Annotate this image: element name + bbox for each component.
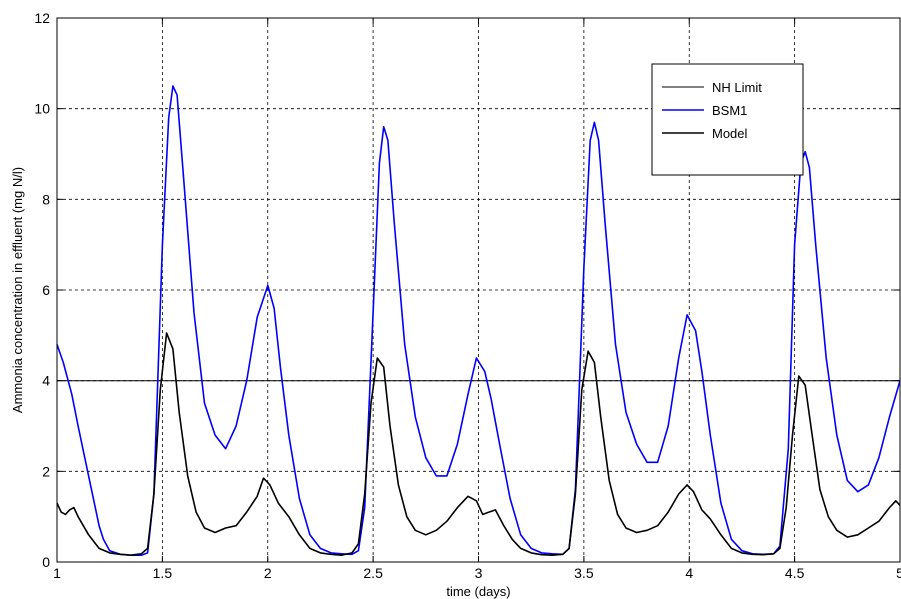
y-tick-label: 8 [42, 191, 50, 207]
legend-label-nh-limit: NH Limit [712, 80, 762, 95]
legend-label-model: Model [712, 126, 748, 141]
x-tick-label: 3 [475, 565, 483, 581]
series-line-model [56, 332, 901, 557]
legend-label-bsm1: BSM1 [712, 103, 747, 118]
x-tick-label: 1.5 [153, 565, 173, 581]
y-tick-label: 6 [42, 282, 50, 298]
y-tick-label: 2 [42, 463, 50, 479]
x-tick-label: 4 [685, 565, 693, 581]
y-tick-label: 4 [42, 373, 50, 389]
y-axis-label: Ammonia concentration in effluent (mg N/… [10, 167, 25, 413]
legend-box [651, 63, 804, 176]
x-tick-label: 2.5 [363, 565, 383, 581]
tick-marks [56, 17, 901, 563]
y-tick-label: 10 [34, 101, 50, 117]
y-tick-label: 0 [42, 554, 50, 570]
x-tick-label: 2 [264, 565, 272, 581]
series-layer [56, 85, 901, 557]
legend: NH Limit BSM1 Model [651, 63, 804, 176]
tick-labels: 1 1.5 2 2.5 3 3.5 4 4.5 5 0 2 4 6 8 10 12 [34, 10, 901, 581]
x-axis-label: time (days) [446, 584, 510, 599]
x-tick-label: 3.5 [574, 565, 594, 581]
x-tick-label: 5 [896, 565, 901, 581]
x-tick-label: 4.5 [785, 565, 805, 581]
x-tick-label: 1 [53, 565, 61, 581]
y-tick-label: 12 [34, 10, 50, 26]
